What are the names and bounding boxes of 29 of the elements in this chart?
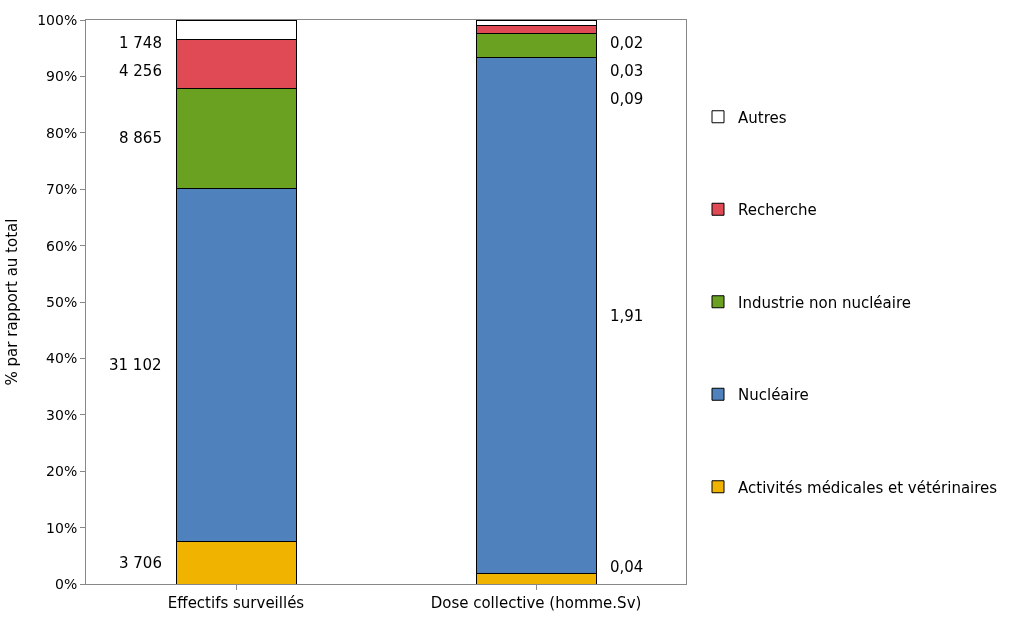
y-tick-label: 80% — [46, 124, 78, 141]
x-tick-label: Dose collective (homme.Sv) — [430, 594, 642, 612]
annotation: 1 748 — [119, 34, 162, 52]
y-tick-label: 50% — [46, 293, 78, 310]
annotation: 8 865 — [119, 129, 162, 147]
annotation: 1,91 — [610, 307, 644, 325]
legend-label: Activités médicales et vétérinaires — [738, 478, 998, 497]
y-tick-label: 100% — [37, 11, 78, 28]
y-tick-label: 30% — [46, 406, 78, 423]
legend-label: Nucléaire — [738, 386, 809, 405]
legend-label: Autres — [738, 108, 787, 127]
x-tick-label: Effectifs surveillés — [167, 594, 305, 612]
y-tick-label: 90% — [46, 68, 78, 85]
annotation: 0,09 — [610, 90, 644, 108]
y-tick-label: 0% — [54, 575, 78, 592]
y-axis-title: % par rapport au total — [3, 218, 22, 386]
legend-label: Industrie non nucléaire — [738, 293, 912, 312]
y-tick-label: 20% — [46, 463, 78, 480]
annotation: 3 706 — [119, 554, 162, 572]
legend-label: Recherche — [738, 201, 817, 220]
annotation: 0,03 — [610, 62, 644, 80]
y-tick-label: 70% — [46, 181, 78, 198]
annotation: 4 256 — [119, 62, 162, 80]
annotation: 31 102 — [109, 356, 162, 374]
y-tick-label: 60% — [46, 237, 78, 254]
annotation: 0,02 — [610, 34, 644, 52]
annotation: 0,04 — [610, 558, 644, 576]
y-tick-label: 10% — [46, 519, 78, 536]
y-tick-label: 40% — [46, 350, 78, 367]
